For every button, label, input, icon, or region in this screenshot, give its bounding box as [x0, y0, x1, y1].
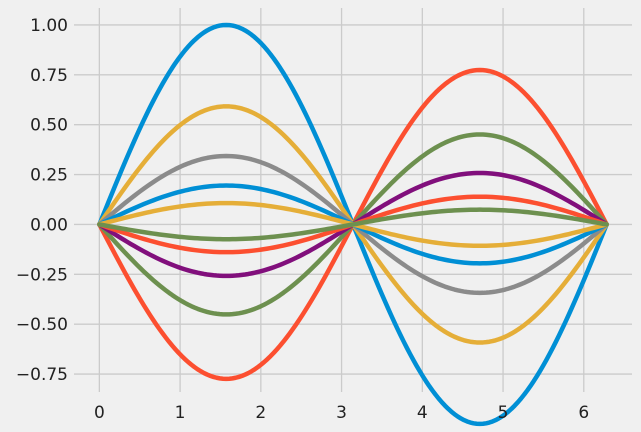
- y-tick-label-7: 1.00: [30, 16, 68, 36]
- y-tick-label-3: 0.00: [30, 215, 68, 235]
- y-tick-label-5: 0.50: [30, 116, 68, 136]
- x-tick-label-3: 3: [336, 403, 347, 423]
- series-layer: [97, 22, 609, 427]
- x-tick-label-4: 4: [417, 403, 428, 423]
- x-tick-label-0: 0: [94, 403, 105, 423]
- x-tick-label-5: 5: [498, 403, 509, 423]
- series-line-10: [97, 207, 609, 242]
- x-tick-label-1: 1: [175, 403, 186, 423]
- x-axis-ticks: 0 1 2 3 4 5 6: [94, 403, 589, 423]
- x-tick-label-6: 6: [578, 403, 589, 423]
- y-tick-label-6: 0.75: [30, 66, 68, 86]
- y-tick-label-1: −0.50: [16, 315, 68, 335]
- y-tick-label-0: −0.75: [16, 365, 68, 385]
- y-tick-label-2: −0.25: [16, 265, 68, 285]
- y-tick-label-4: 0.25: [30, 166, 68, 186]
- x-tick-label-2: 2: [255, 403, 266, 423]
- y-axis-ticks: −0.75 −0.50 −0.25 0.00 0.25 0.50 0.75 1.00: [16, 16, 68, 385]
